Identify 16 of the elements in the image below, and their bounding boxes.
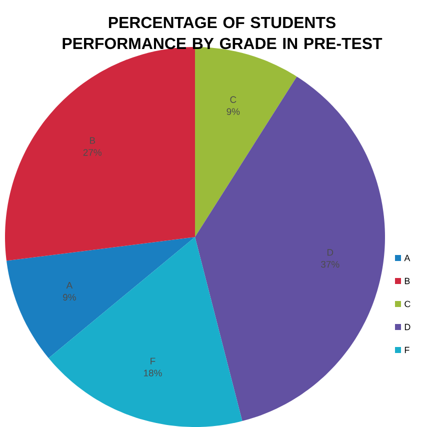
data-label: 37% [321,260,340,268]
slice-label: D [327,249,334,256]
legend-label: F [404,346,410,354]
slice-label: F [150,358,156,364]
data-label: 27% [83,149,102,156]
legend-label: A [404,254,410,262]
slice-label: B [90,137,96,144]
slice-label: C [230,96,236,103]
legend-label: B [404,278,410,284]
data-label: 9% [63,294,76,301]
legend-label: D [404,324,410,330]
data-label: 18% [144,370,162,376]
chart-title: PERCENTAGE OF STUDENTS PERFORMANCE BY GRADE IN PRE-TEST [62,16,382,50]
data-label: 9% [226,108,240,115]
legend-label: C [404,300,410,308]
slice-label: A [66,282,73,289]
